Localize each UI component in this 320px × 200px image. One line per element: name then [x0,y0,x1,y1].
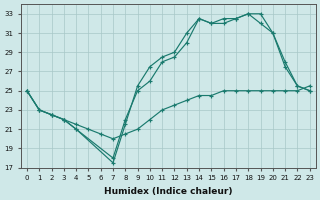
X-axis label: Humidex (Indice chaleur): Humidex (Indice chaleur) [104,187,233,196]
